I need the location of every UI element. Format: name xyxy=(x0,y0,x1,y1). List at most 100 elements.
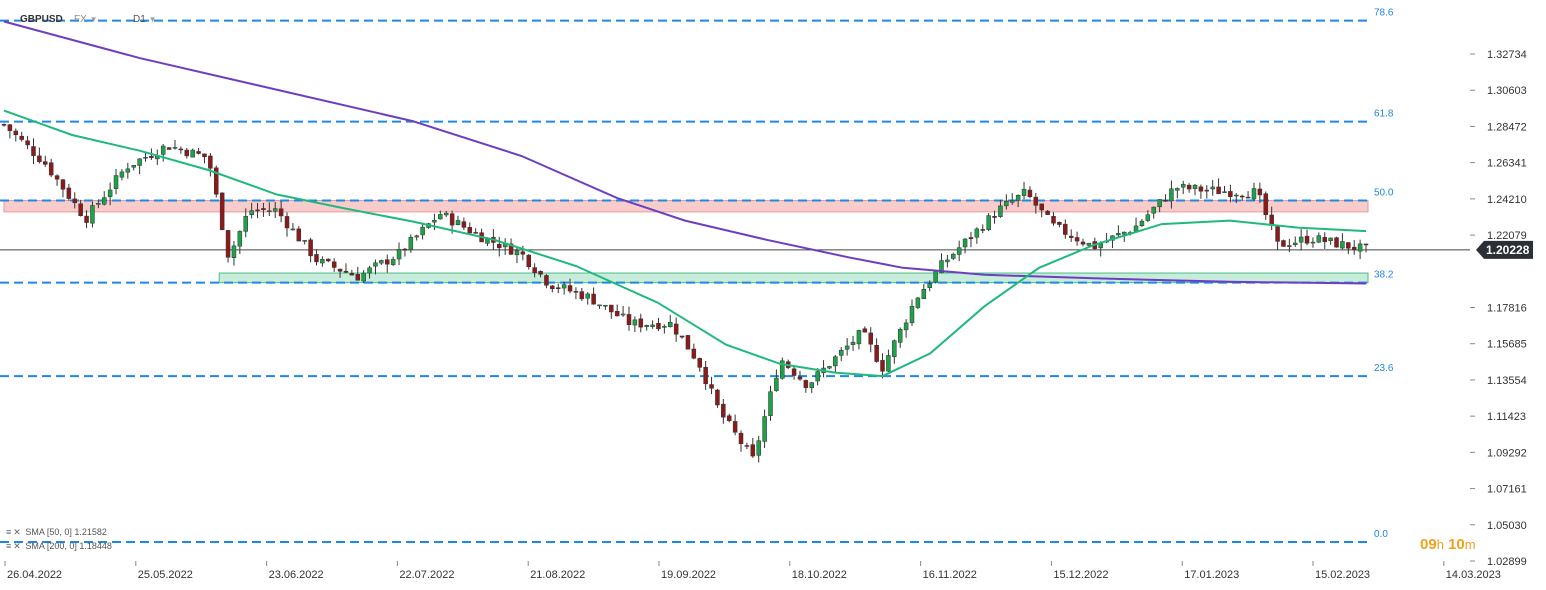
candle xyxy=(962,238,968,254)
candle xyxy=(1169,180,1174,209)
candle xyxy=(1133,217,1139,232)
candle xyxy=(915,296,921,310)
candle xyxy=(709,376,714,395)
candle xyxy=(1322,232,1327,249)
candle xyxy=(956,240,962,262)
candle xyxy=(1310,237,1316,248)
close-icon[interactable]: ✕ xyxy=(13,541,21,551)
candle xyxy=(609,304,614,319)
candle xyxy=(349,269,355,276)
candle xyxy=(591,287,596,305)
candle xyxy=(921,284,927,299)
chevron-down-icon: ▼ xyxy=(148,15,157,24)
candle xyxy=(1228,184,1233,203)
candle xyxy=(715,388,720,408)
candle xyxy=(432,213,437,231)
candle-countdown: 09h 10m xyxy=(1420,536,1476,553)
candle xyxy=(1021,181,1027,200)
candle xyxy=(1175,187,1180,199)
candle xyxy=(267,202,272,217)
candle xyxy=(1045,210,1050,215)
candle xyxy=(744,442,750,450)
candle xyxy=(1033,192,1039,214)
candle xyxy=(249,202,254,219)
candle xyxy=(31,138,36,165)
candle xyxy=(856,329,862,350)
candle xyxy=(1251,182,1257,201)
candle xyxy=(196,147,201,155)
price-zones xyxy=(3,200,1369,284)
candle xyxy=(1298,228,1304,251)
date-tick-label: 19.09.2022 xyxy=(661,569,716,581)
symbol-label[interactable]: GBPUSD xyxy=(20,14,63,25)
candle xyxy=(420,222,425,240)
candle xyxy=(1051,212,1056,226)
candle xyxy=(467,222,473,235)
candle xyxy=(874,338,879,363)
candle xyxy=(1257,182,1263,203)
price-tick-label: 1.17816 xyxy=(1487,303,1527,315)
candle xyxy=(225,230,231,263)
candle xyxy=(19,131,24,142)
candle xyxy=(662,324,667,334)
candle xyxy=(13,128,19,142)
settings-icon[interactable]: ≡ xyxy=(6,541,12,551)
candle xyxy=(290,223,296,231)
candle xyxy=(172,140,178,150)
candle xyxy=(202,153,207,164)
market-selector[interactable]: FX ▼ xyxy=(74,14,97,25)
fibonacci-levels xyxy=(0,19,1370,544)
price-axis: 1.32734 1.30603 1.28472 1.26341 1.24210 1.220… xyxy=(1470,49,1527,568)
candle xyxy=(461,217,467,231)
candle xyxy=(897,327,903,348)
close-icon[interactable]: ✕ xyxy=(13,527,21,537)
candle xyxy=(107,182,113,206)
candle xyxy=(497,236,502,257)
candle xyxy=(208,153,213,177)
candle xyxy=(1015,194,1021,208)
candle xyxy=(951,252,956,261)
candle xyxy=(37,147,42,164)
candle xyxy=(1039,203,1044,218)
legend-sma-50[interactable]: ≡ ✕ SMA [50, 0] 1.21582 xyxy=(6,527,107,538)
candle xyxy=(408,234,414,253)
candle xyxy=(1292,236,1298,248)
candle xyxy=(632,316,638,332)
candle xyxy=(868,327,873,353)
candle xyxy=(255,202,260,219)
candle xyxy=(438,210,443,220)
candle xyxy=(396,242,402,266)
candle xyxy=(1110,235,1115,249)
candle xyxy=(555,283,561,294)
candle xyxy=(137,158,142,175)
candle xyxy=(691,343,697,360)
candle xyxy=(367,265,372,279)
candle xyxy=(526,254,532,270)
candle xyxy=(1245,191,1251,199)
candle xyxy=(780,357,785,380)
legend-sma-200[interactable]: ≡ ✕ SMA [200, 0] 1.18448 xyxy=(6,541,112,552)
candle xyxy=(561,281,567,295)
candle xyxy=(1027,186,1033,199)
timer-minutes: 10 xyxy=(1448,536,1465,553)
candle xyxy=(1287,238,1292,253)
candle xyxy=(774,369,779,392)
timeframe-label: D1 xyxy=(133,14,146,25)
legend-sma-200-label: SMA [200, 0] xyxy=(25,541,77,551)
candle xyxy=(296,226,302,242)
candle xyxy=(827,365,832,370)
candle xyxy=(237,230,243,255)
candle xyxy=(762,409,767,448)
candle xyxy=(214,165,219,198)
settings-icon[interactable]: ≡ xyxy=(6,527,12,537)
timeframe-selector[interactable]: D1 ▼ xyxy=(133,14,157,25)
candle xyxy=(143,152,148,162)
candle xyxy=(1263,191,1269,220)
candle xyxy=(125,162,131,179)
legend-sma-50-value: 1.21582 xyxy=(74,527,107,537)
candle xyxy=(1340,233,1345,250)
date-tick-label: 25.05.2022 xyxy=(138,569,193,581)
candle xyxy=(1180,180,1186,195)
candle xyxy=(1275,226,1280,250)
